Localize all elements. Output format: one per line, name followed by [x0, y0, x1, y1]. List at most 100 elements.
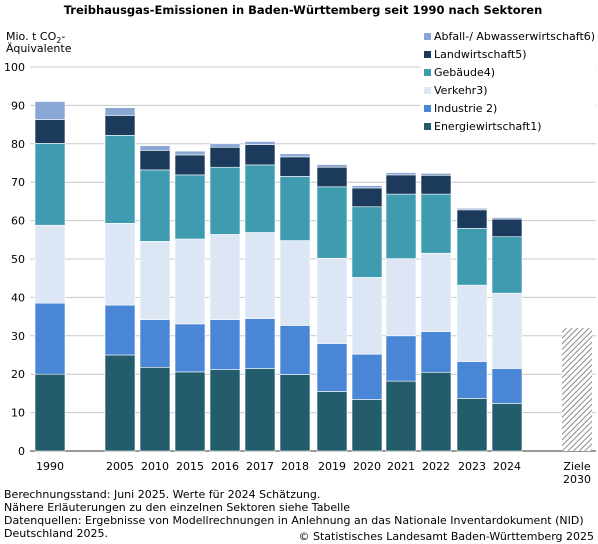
bar-segment	[34, 373, 66, 452]
emissions-chart: Treibhausgas-Emissionen in Baden-Württem…	[4, 3, 596, 486]
bar-segment	[104, 115, 136, 136]
y-tick-label: 80	[11, 138, 25, 151]
legend-swatch	[424, 33, 431, 40]
y-tick-label: 10	[11, 407, 25, 420]
bar-segment	[279, 156, 311, 177]
bar-segment	[209, 166, 241, 235]
x-tick-label-target-year: 2030	[563, 473, 591, 486]
bar-segment	[104, 354, 136, 452]
bar-segment	[244, 368, 276, 452]
footer-note-1: Berechnungsstand: Juni 2025. Werte für 2…	[4, 488, 321, 501]
legend-swatch	[424, 123, 431, 130]
y-axis-title-line1: Mio. t CO2-	[6, 30, 65, 45]
bar-segment	[139, 319, 171, 368]
legend-label: Landwirtschaft5)	[434, 48, 527, 61]
x-axis-ticks: 1990 2005 2010 2015 2016 2017 2018 2019 2020 2021…	[36, 460, 591, 486]
legend-swatch	[424, 105, 431, 112]
bar-segment	[139, 169, 171, 242]
x-tick-label: 2018	[281, 460, 309, 473]
y-tick-label: 50	[11, 253, 25, 266]
x-tick-label: 2022	[422, 460, 450, 473]
bar-segment	[316, 164, 348, 168]
bar-segment	[139, 241, 171, 320]
bar-segment	[34, 143, 66, 226]
bar-segment	[420, 371, 452, 452]
y-axis-title-suffix: -	[61, 30, 65, 43]
y-axis-title-main: Mio. t CO	[6, 30, 57, 43]
bar-segment	[174, 174, 206, 240]
bar-segment	[456, 361, 488, 399]
bar-segment	[34, 101, 66, 120]
footer-source-2: Deutschland 2025.	[4, 527, 109, 540]
x-tick-label: 2015	[176, 460, 204, 473]
bar-segment	[279, 374, 311, 452]
y-tick-label: 20	[11, 368, 25, 381]
x-tick-label: 2010	[141, 460, 169, 473]
bar-segment	[244, 144, 276, 166]
legend-label: Industrie 2)	[434, 102, 497, 115]
bar-segment	[351, 185, 383, 189]
bar-segment	[385, 193, 417, 259]
bar-segment	[316, 343, 348, 392]
footer-source: Datenquellen: Ergebnisse von Modellrechn…	[4, 514, 584, 527]
bar-segment	[174, 154, 206, 176]
legend-label: Verkehr3)	[434, 84, 488, 97]
bar-segment	[456, 284, 488, 362]
target-2030-bar	[562, 328, 592, 451]
bars	[34, 101, 592, 452]
bar-segment	[385, 174, 417, 195]
bar-segment	[385, 335, 417, 382]
x-tick-label: 2023	[458, 460, 486, 473]
bar-segment	[491, 236, 523, 294]
y-axis-title-subscript: 2	[56, 36, 61, 45]
x-tick-label: 2024	[493, 460, 521, 473]
bar-segment	[279, 325, 311, 375]
bar-segment	[316, 391, 348, 452]
bar-segment	[316, 257, 348, 344]
bar-segment	[420, 173, 452, 176]
bar-segment	[104, 304, 136, 356]
y-tick-label: 40	[11, 291, 25, 304]
x-tick-label: 2019	[318, 460, 346, 473]
bar-segment	[104, 222, 136, 306]
copyright: © Statistisches Landesamt Baden-Württemb…	[298, 530, 594, 543]
legend-swatch	[424, 51, 431, 58]
y-axis-title-line2: Äquivalente	[6, 42, 72, 55]
x-tick-label: 2016	[211, 460, 239, 473]
footer-note-2: Nähere Erläuterungen zu den einzelnen Se…	[4, 501, 351, 514]
x-tick-label: 2005	[106, 460, 134, 473]
bar-segment	[351, 399, 383, 452]
y-tick-label: 30	[11, 330, 25, 343]
bar-segment	[34, 119, 66, 144]
chart-title: Treibhausgas-Emissionen in Baden-Württem…	[64, 3, 543, 17]
y-tick-label: 70	[11, 176, 25, 189]
bar-segment	[209, 369, 241, 452]
bar-segment	[104, 107, 136, 116]
bar-segment	[139, 145, 171, 151]
bar-segment	[209, 319, 241, 370]
bar-segment	[491, 403, 523, 452]
x-tick-label: 2021	[387, 460, 415, 473]
bar-segment	[174, 323, 206, 373]
bar-segment	[420, 252, 452, 332]
bar-segment	[491, 218, 523, 238]
bar-segment	[244, 318, 276, 369]
x-tick-label: 1990	[36, 460, 64, 473]
bar-segment	[385, 380, 417, 452]
bar-segment	[244, 232, 276, 319]
bar-segment	[491, 368, 523, 404]
bar-segment	[279, 153, 311, 158]
bar-segment	[385, 258, 417, 337]
bar-segment	[491, 217, 523, 220]
bar-segment	[456, 208, 488, 211]
bar-segment	[139, 150, 171, 171]
bar-segment	[351, 187, 383, 208]
y-axis-ticks: 0 10 20 30 40 50 60 70 80 90 100	[4, 61, 25, 458]
legend-swatch	[424, 69, 431, 76]
bar-segment	[420, 174, 452, 195]
bar-segment	[279, 240, 311, 326]
x-tick-label: 2017	[246, 460, 274, 473]
x-tick-label: 2020	[353, 460, 381, 473]
bar-segment	[456, 209, 488, 229]
bar-segment	[174, 371, 206, 452]
